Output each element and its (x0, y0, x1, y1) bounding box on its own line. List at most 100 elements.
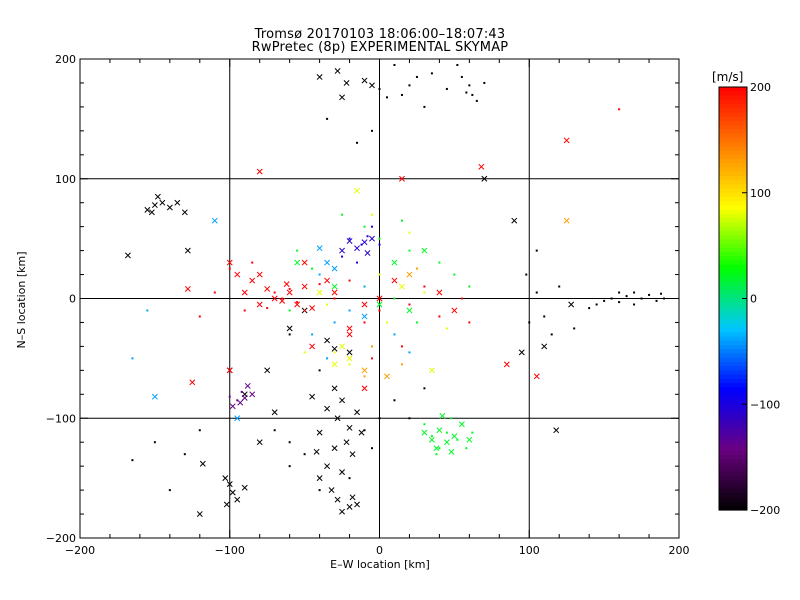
dot-marker (236, 399, 239, 402)
dot-marker (603, 299, 606, 302)
colorbar-segment (719, 264, 747, 270)
x-marker (294, 259, 301, 266)
dot-marker (465, 91, 468, 94)
y-tick-label: 0 (69, 293, 76, 306)
dot-marker (528, 321, 531, 324)
x-marker (354, 501, 360, 508)
x-marker (339, 469, 346, 476)
dot-marker (400, 363, 403, 366)
colorbar-segment (719, 243, 747, 249)
dot-marker (371, 225, 374, 228)
colorbar-segment (719, 340, 747, 346)
dot-marker (660, 292, 663, 295)
x-marker (144, 206, 151, 213)
x-marker (331, 445, 338, 452)
colorbar-segment (719, 404, 747, 410)
dot-marker (296, 301, 299, 304)
x-marker (361, 367, 368, 374)
dot-marker (296, 249, 299, 252)
x-marker (481, 175, 488, 182)
x-marker (354, 409, 360, 416)
dot-marker (348, 363, 351, 366)
dot-marker (243, 309, 246, 312)
colorbar-segment (719, 497, 747, 503)
dot-marker (348, 237, 351, 240)
colorbar-segment (719, 459, 747, 465)
dot-marker (288, 287, 291, 290)
dot-marker (393, 297, 396, 300)
x-marker (184, 247, 191, 254)
colorbar-segment (719, 247, 747, 253)
x-marker (229, 489, 236, 496)
x-marker (324, 337, 331, 344)
dot-marker (423, 291, 426, 294)
dot-marker (456, 63, 459, 66)
dot-marker (435, 453, 438, 456)
x-marker (234, 496, 241, 503)
dot-marker (423, 105, 426, 108)
colorbar-segment (719, 366, 747, 372)
colorbar-segment (719, 467, 747, 473)
colorbar-segment (719, 188, 747, 194)
x-marker (222, 475, 229, 482)
dot-marker (400, 93, 403, 96)
chart-subtitle: RwPretec (8p) EXPERIMENTAL SKYMAP (251, 40, 509, 55)
x-marker (316, 245, 323, 252)
dot-marker (311, 267, 314, 270)
x-marker (324, 463, 331, 470)
colorbar-segment (719, 391, 747, 397)
dot-marker (450, 417, 453, 420)
colorbar-segment (719, 103, 747, 109)
x-marker (346, 349, 353, 356)
dot-marker (333, 297, 336, 300)
x-marker (256, 439, 263, 446)
dot-marker (281, 297, 284, 300)
dot-marker (288, 465, 291, 468)
dot-marker (356, 141, 359, 144)
x-marker (154, 193, 161, 200)
colorbar-segment (719, 442, 747, 448)
dot-marker (453, 273, 456, 276)
dot-marker (465, 447, 468, 450)
dot-marker (288, 333, 291, 336)
colorbar-segment (719, 298, 747, 304)
colorbar-segment (719, 112, 747, 118)
x-marker (406, 307, 413, 314)
dot-marker (618, 301, 621, 304)
colorbar-segment (719, 302, 747, 308)
dot-marker (198, 315, 201, 318)
x-marker (346, 325, 353, 332)
chart-title: Tromsø 20170103 18:06:00–18:07:43 (254, 27, 506, 42)
colorbar-segment (719, 306, 747, 312)
x-marker (249, 391, 256, 398)
x-marker (451, 307, 458, 314)
dot-marker (333, 351, 336, 354)
x-marker (316, 429, 323, 436)
dot-marker (348, 477, 351, 480)
colorbar-segment (719, 463, 747, 469)
colorbar-segment (719, 311, 747, 317)
x-marker (541, 343, 548, 350)
x-marker (358, 429, 365, 436)
x-marker (553, 427, 560, 434)
dot-marker (228, 267, 231, 270)
dot-marker (183, 453, 186, 456)
x-marker (223, 501, 230, 508)
dot-marker (363, 285, 366, 288)
x-marker (343, 439, 350, 446)
x-marker (339, 94, 346, 101)
dot-marker (385, 96, 388, 99)
colorbar-segment (719, 294, 747, 300)
x-marker (316, 74, 323, 80)
dot-marker (288, 309, 291, 312)
dot-marker (240, 390, 243, 393)
colorbar-segment (719, 421, 747, 426)
x-marker (286, 289, 293, 296)
x-marker (346, 331, 353, 338)
dot-marker (318, 283, 321, 286)
dot-marker (146, 309, 149, 312)
x-marker (568, 301, 575, 308)
colorbar-segment (719, 167, 747, 173)
dot-marker (438, 315, 441, 318)
